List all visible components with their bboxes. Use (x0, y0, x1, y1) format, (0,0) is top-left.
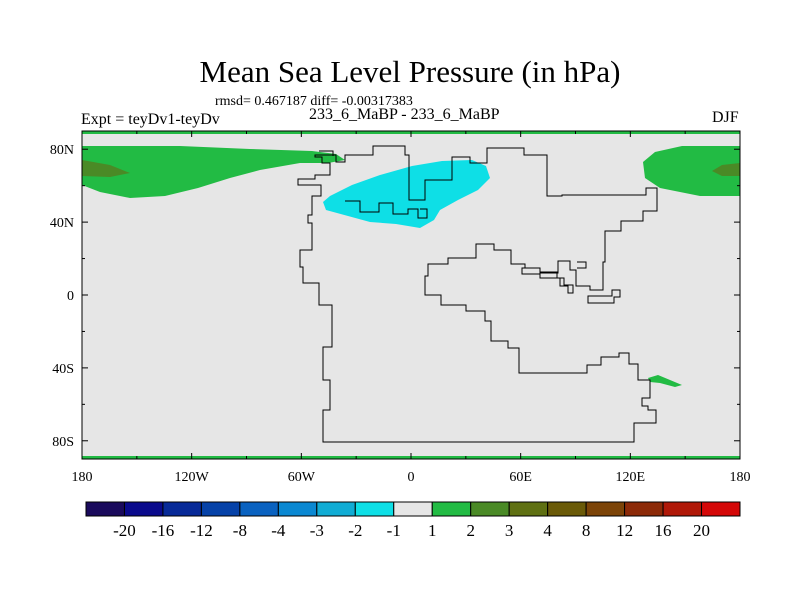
colorbar-box (624, 501, 664, 517)
colorbar-box (701, 501, 741, 517)
continent-outline-arabia (577, 261, 587, 269)
colorbar-label: -1 (387, 521, 401, 540)
colorbar-label: -20 (113, 521, 136, 540)
colorbar-box (431, 501, 472, 517)
x-tick-label: 180 (730, 470, 751, 485)
anomaly-region-5 (323, 160, 490, 228)
x-tick-label: 60W (288, 470, 316, 485)
chart-title: Mean Sea Level Pressure (in hPa) (199, 54, 621, 89)
colorbar-box (239, 501, 279, 517)
colorbar-label: 4 (543, 521, 552, 540)
continent-outline-australia-north (521, 267, 574, 294)
x-axis: 180 120W 60W 0 60E 120E 180 (72, 131, 751, 485)
colorbar-box (547, 501, 587, 517)
anomaly-region-6 (648, 375, 682, 387)
colorbar-box (277, 501, 318, 517)
colorbar-box (162, 501, 202, 517)
colorbar-label: -12 (190, 521, 213, 540)
colorbar-label: -2 (348, 521, 362, 540)
colorbar-label: 8 (582, 521, 591, 540)
colorbar-box (123, 501, 164, 517)
y-tick-label: 80N (50, 143, 74, 158)
continent-outline-europe-inlet (345, 200, 428, 219)
y-tick-label: 40N (50, 216, 74, 231)
colorbar-box (470, 501, 510, 517)
chart-subtitle: 233_6_MaBP - 233_6_MaBP (309, 106, 500, 123)
continent-outline-greenland-notch (319, 150, 334, 156)
x-tick-label: 180 (72, 470, 93, 485)
colorbar-box (200, 501, 241, 517)
anomaly-region-1 (82, 146, 345, 198)
colorbar-box (393, 501, 433, 517)
colorbar-label: -8 (233, 521, 247, 540)
colorbar-label: 3 (505, 521, 514, 540)
colorbar-label: -16 (152, 521, 175, 540)
x-tick-label: 120E (616, 470, 646, 485)
colorbar-label: 16 (655, 521, 672, 540)
colorbar-box (508, 501, 549, 517)
colorbar-label: 2 (466, 521, 475, 540)
experiment-label: Expt = teyDv1-teyDv (81, 111, 220, 128)
season-label: DJF (712, 109, 739, 126)
colorbar-label: 1 (428, 521, 437, 540)
anomaly-region-2 (82, 160, 130, 177)
colorbar-label: -3 (310, 521, 324, 540)
y-tick-label: 40S (52, 362, 74, 377)
colorbar-box (354, 501, 395, 517)
colorbar-label: 20 (693, 521, 710, 540)
colorbar-label: 12 (616, 521, 633, 540)
y-axis: 80N 40N 0 40S 80S (50, 143, 740, 450)
x-tick-label: 120W (175, 470, 210, 485)
colorbar-box (585, 501, 626, 517)
x-tick-label: 60E (509, 470, 532, 485)
anomaly-region-4 (712, 163, 740, 176)
anomaly-region-3 (643, 146, 740, 196)
y-tick-label: 0 (67, 289, 74, 304)
rmsd-text: rmsd= 0.467187 diff= -0.00317383 (215, 94, 413, 109)
colorbar-box (662, 501, 703, 517)
colorbar: -20 -16 -12 -8 -4 -3 -2 -1 1 2 3 4 8 12 16 20 (85, 501, 741, 540)
x-tick-label: 0 (408, 470, 415, 485)
continent-outline-island (587, 289, 621, 304)
continent-outlines (297, 145, 658, 443)
colorbar-box (316, 501, 356, 517)
colorbar-box (85, 501, 125, 517)
y-tick-label: 80S (52, 435, 74, 450)
colorbar-label: -4 (271, 521, 286, 540)
continent-outline-main (297, 145, 658, 443)
